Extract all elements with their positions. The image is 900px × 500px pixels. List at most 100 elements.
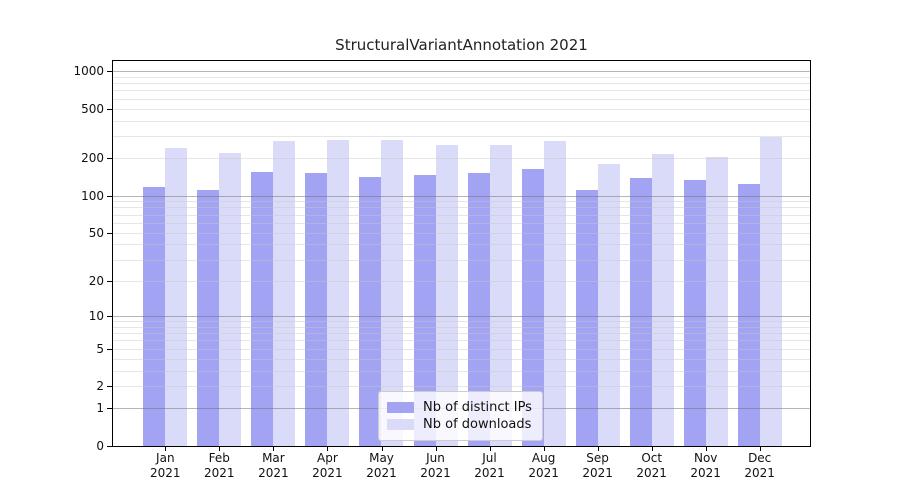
gridline-minor <box>113 386 810 388</box>
gridline-minor <box>113 108 810 110</box>
bar-downloads <box>543 141 566 446</box>
x-tick-label: Nov 2021 <box>690 451 721 480</box>
gridline-minor <box>113 83 810 84</box>
gridline-minor <box>113 326 810 328</box>
gridline-minor <box>113 214 810 216</box>
gridline-minor <box>113 207 810 209</box>
plot-area <box>112 60 811 447</box>
x-tick-label: Jul 2021 <box>474 451 505 480</box>
gridline-minor <box>113 232 810 234</box>
bar-distinct-ips <box>251 172 274 446</box>
x-tick-mark <box>273 447 275 451</box>
y-tick-mark <box>107 195 112 197</box>
x-tick-mark <box>219 447 221 451</box>
legend-label: Nb of distinct IPs <box>423 400 532 415</box>
bar-distinct-ips <box>521 168 544 446</box>
x-tick-mark <box>381 447 383 451</box>
gridline-major <box>113 70 810 72</box>
x-tick-label: Sep 2021 <box>582 451 613 480</box>
y-tick-mark <box>107 158 112 160</box>
y-tick-mark <box>107 348 112 350</box>
bar-distinct-ips <box>683 179 706 446</box>
y-tick-label: 20 <box>88 273 104 288</box>
x-tick-mark <box>489 447 491 451</box>
gridline-minor <box>113 120 810 122</box>
legend-label: Nb of downloads <box>423 417 532 432</box>
bar-downloads <box>435 144 458 446</box>
x-tick-mark <box>327 447 329 451</box>
gridline-minor <box>113 244 810 246</box>
y-tick-label: 10 <box>88 308 104 323</box>
y-tick-label: 100 <box>81 188 104 203</box>
y-tick-mark <box>107 315 112 317</box>
x-tick-label: Jan 2021 <box>150 451 181 480</box>
bar-downloads <box>165 148 188 446</box>
legend-item: Nb of distinct IPs <box>387 400 532 415</box>
x-tick-mark <box>543 447 545 451</box>
gridline-minor <box>113 201 810 203</box>
gridline-minor <box>113 90 810 92</box>
legend-swatch-distinct-ips <box>387 402 414 413</box>
y-tick-mark <box>107 280 112 282</box>
x-tick-label: Mar 2021 <box>258 451 289 480</box>
gridline-major <box>113 195 810 197</box>
gridline-minor <box>113 76 810 78</box>
y-tick-label: 1 <box>96 401 104 416</box>
bar-distinct-ips <box>467 172 490 446</box>
bar-distinct-ips <box>737 183 760 446</box>
y-tick-mark <box>107 446 112 447</box>
bar-distinct-ips <box>575 190 598 446</box>
x-tick-mark <box>165 447 167 451</box>
x-tick-label: Oct 2021 <box>636 451 667 480</box>
gridline-minor <box>113 158 810 160</box>
y-tick-label: 500 <box>81 101 104 116</box>
legend-item: Nb of downloads <box>387 417 532 432</box>
bar-distinct-ips <box>413 175 436 446</box>
bar-downloads <box>219 152 242 446</box>
gridline-major <box>113 315 810 317</box>
gridline-minor <box>113 259 810 261</box>
y-tick-label: 0 <box>96 439 104 453</box>
bar-downloads <box>759 136 782 446</box>
x-tick-mark <box>435 447 437 451</box>
y-tick-mark <box>107 386 112 388</box>
bar-downloads <box>381 139 404 446</box>
x-tick-label: May 2021 <box>366 451 397 480</box>
x-tick-mark <box>705 447 707 451</box>
gridline-minor <box>113 370 810 372</box>
legend-swatch-downloads <box>387 419 414 430</box>
y-tick-label: 1000 <box>73 63 104 78</box>
x-tick-mark <box>759 447 761 451</box>
bar-distinct-ips <box>305 173 328 446</box>
chart-legend: Nb of distinct IPs Nb of downloads <box>378 391 543 441</box>
bar-downloads <box>327 139 350 446</box>
bar-downloads <box>651 154 674 446</box>
x-tick-label: Jun 2021 <box>420 451 451 480</box>
x-tick-label: Dec 2021 <box>744 451 775 480</box>
y-tick-mark <box>107 70 112 72</box>
bar-downloads <box>705 157 728 446</box>
y-tick-label: 2 <box>96 379 104 394</box>
y-tick-label: 50 <box>88 225 104 240</box>
gridline-minor <box>113 222 810 224</box>
bar-downloads <box>489 144 512 446</box>
y-tick-mark <box>107 408 112 410</box>
gridline-minor <box>113 136 810 138</box>
x-tick-mark <box>597 447 599 451</box>
x-tick-label: Apr 2021 <box>312 451 343 480</box>
x-tick-mark <box>651 447 653 451</box>
bar-distinct-ips <box>359 176 382 446</box>
bar-downloads <box>273 141 296 446</box>
x-tick-label: Aug 2021 <box>528 451 559 480</box>
gridline-minor <box>113 321 810 322</box>
y-tick-mark <box>107 232 112 234</box>
y-tick-label: 200 <box>81 151 104 166</box>
x-tick-label: Feb 2021 <box>204 451 235 480</box>
gridline-minor <box>113 348 810 350</box>
gridline-minor <box>113 333 810 335</box>
gridline-minor <box>113 358 810 360</box>
y-tick-mark <box>107 108 112 110</box>
gridline-minor <box>113 98 810 100</box>
y-tick-label: 5 <box>96 341 104 356</box>
